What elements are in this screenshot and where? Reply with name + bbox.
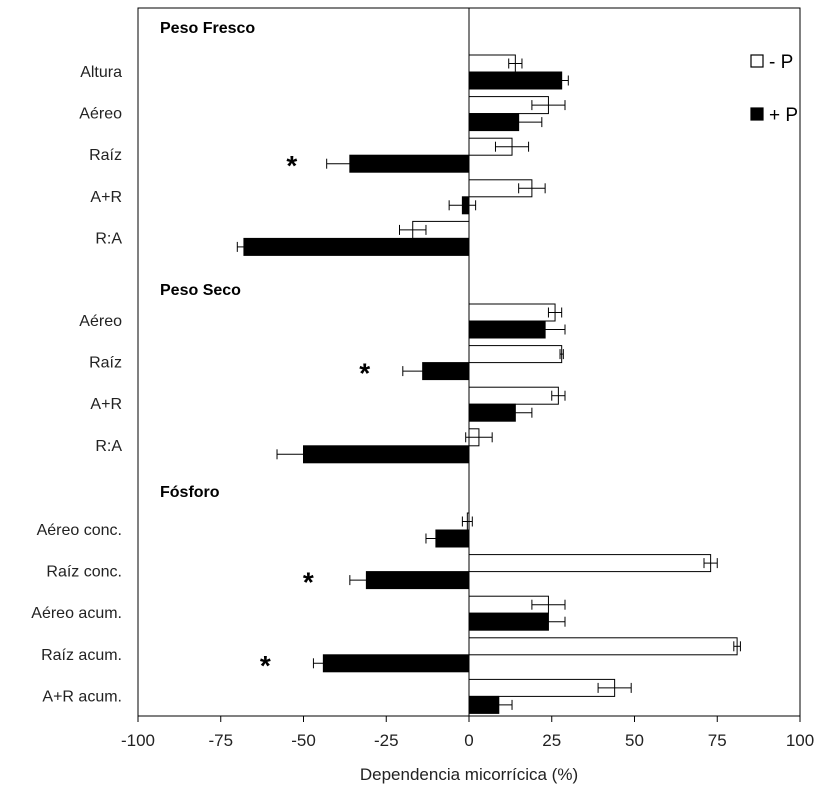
legend-label-plus-p: + P bbox=[769, 105, 798, 126]
bar-pair: A+R bbox=[90, 179, 546, 215]
category-label: Aéreo bbox=[79, 106, 122, 123]
x-tick-label: -50 bbox=[291, 731, 316, 750]
bar-pair: Aéreo bbox=[79, 96, 566, 132]
bar-pair: Aéreo acum. bbox=[31, 595, 566, 631]
x-tick-label: 0 bbox=[464, 731, 473, 750]
bar-pair: Raíz conc. * bbox=[46, 554, 718, 598]
bar-minus-p bbox=[468, 554, 712, 573]
group-title: Peso Fresco bbox=[160, 20, 255, 37]
category-label: A+R bbox=[90, 396, 122, 413]
category-label: Raíz bbox=[89, 355, 122, 372]
bar-minus-p bbox=[468, 637, 738, 656]
significance-star: * bbox=[286, 150, 297, 181]
bar-plus-p bbox=[322, 654, 470, 673]
bar-plus-p bbox=[243, 237, 470, 256]
x-tick-label: 50 bbox=[625, 731, 644, 750]
bar-minus-p bbox=[468, 303, 556, 322]
x-tick-label: -100 bbox=[121, 731, 155, 750]
category-label: Aéreo conc. bbox=[37, 522, 122, 539]
bar-pair: Raíz * bbox=[89, 345, 564, 389]
bar-plus-p bbox=[468, 71, 563, 90]
x-tick-label: 25 bbox=[542, 731, 561, 750]
bar-minus-p bbox=[468, 345, 563, 364]
category-label: Aéreo bbox=[79, 313, 122, 330]
bar-pair: Raíz * bbox=[89, 137, 530, 181]
legend-swatch-plus-p bbox=[750, 107, 764, 121]
bar-minus-p bbox=[468, 386, 559, 405]
bar-pair: Raíz acum. * bbox=[41, 637, 741, 681]
bar-pair: R:A bbox=[95, 220, 470, 256]
category-label: Raíz conc. bbox=[46, 564, 122, 581]
significance-star: * bbox=[359, 358, 370, 389]
legend: - P + P bbox=[750, 52, 798, 126]
bar-pair: Aéreo bbox=[79, 303, 566, 339]
x-axis-label: Dependencia micorrícica (%) bbox=[360, 765, 578, 784]
significance-star: * bbox=[303, 567, 314, 598]
category-label: Altura bbox=[80, 64, 122, 81]
bar-pair: A+R acum. bbox=[42, 678, 632, 714]
x-tick-label: 75 bbox=[708, 731, 727, 750]
x-tick-label: -25 bbox=[374, 731, 399, 750]
category-label: A+R bbox=[90, 189, 122, 206]
x-tick-label: -75 bbox=[208, 731, 233, 750]
group-title: Fósforo bbox=[160, 484, 220, 501]
category-label: R:A bbox=[95, 438, 122, 455]
category-label: Raíz bbox=[89, 147, 122, 164]
bar-pair: R:A bbox=[95, 428, 493, 464]
category-label: Aéreo acum. bbox=[31, 605, 122, 622]
x-tick-label: 100 bbox=[786, 731, 814, 750]
legend-swatch-minus-p bbox=[750, 54, 764, 68]
bar-minus-p bbox=[468, 678, 616, 697]
bar-pair: A+R bbox=[90, 386, 566, 422]
legend-label-minus-p: - P bbox=[769, 52, 793, 73]
group-title: Peso Seco bbox=[160, 282, 241, 299]
category-label: Raíz acum. bbox=[41, 647, 122, 664]
significance-star: * bbox=[260, 650, 271, 681]
category-label: A+R acum. bbox=[42, 688, 122, 705]
category-label: R:A bbox=[95, 230, 122, 247]
